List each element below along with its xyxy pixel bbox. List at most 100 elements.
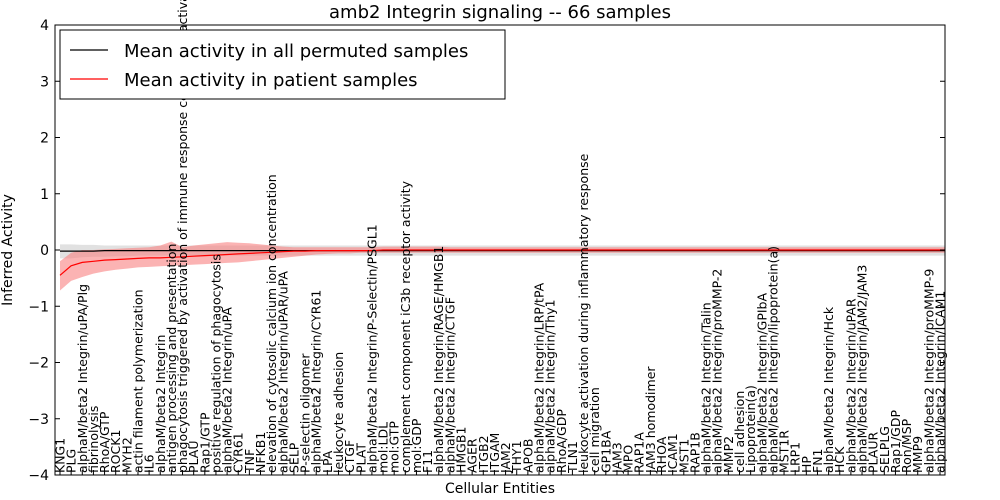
x-tick-label: HCK	[832, 446, 847, 473]
x-tick-label: RAP1A	[632, 432, 647, 473]
x-tick-label: ITGAM	[487, 433, 502, 473]
x-tick-label: alphaM/beta2 Integrin/Hck	[821, 306, 836, 473]
y-tick-label: −1	[28, 299, 49, 315]
x-tick-label: PLG	[64, 449, 79, 473]
y-axis-label: Inferred Activity	[0, 194, 16, 306]
y-tick-label: 1	[40, 187, 49, 203]
x-tick-label: alphaM/beta2 Integrin/P-Selectin/PSGL1	[364, 224, 379, 473]
x-tick-label: alphaM/beta2 Integrin/ICAM1	[933, 291, 948, 473]
x-tick-label: actin filament polymerization	[130, 289, 145, 473]
x-tick-label: SELP	[286, 442, 301, 473]
x-tick-label: THY1	[509, 440, 524, 474]
line-series-1	[59, 249, 945, 276]
x-tick-label: LRP1	[788, 442, 803, 473]
x-tick-label: MYH2	[119, 437, 134, 473]
x-tick-label: P-selectin oligomer	[298, 353, 313, 473]
y-tick-label: −3	[28, 412, 49, 428]
x-tick-label: HP	[799, 456, 814, 473]
x-tick-label: alphaM/beta2 Integrin/Thy1	[543, 299, 558, 473]
legend-label-permuted: Mean activity in all permuted samples	[124, 41, 468, 62]
x-tick-label: PLAT	[353, 443, 368, 473]
y-tick-label: −4	[28, 468, 49, 484]
x-tick-label: alphaM/beta2 Integrin	[153, 335, 168, 473]
band-series-1	[60, 241, 945, 291]
x-tick-label: HMGB1	[454, 427, 469, 473]
x-tick-label: RhoA/GDP	[554, 409, 569, 473]
x-tick-label: MMP2	[721, 436, 736, 473]
x-tick-label: PLAU	[186, 441, 201, 474]
x-tick-label: ICAM1	[665, 433, 680, 473]
x-tick-label: alphaM/beta2 Integrin/CTGF	[442, 297, 457, 473]
x-tick-label: mol:LDL	[376, 422, 391, 473]
x-tick-label: leukocyte adhesion	[331, 352, 346, 473]
x-tick-label: alphaM/beta2 Integrin/RAGE/HMGB1	[431, 246, 446, 473]
x-tick-label: Rap1/GDP	[888, 410, 903, 473]
x-tick-label: alphaM/beta2 Integrin/proMMP-9	[921, 269, 936, 473]
x-tick-label: CTGF	[342, 440, 357, 473]
y-tick-label: 2	[40, 131, 49, 147]
x-tick-label: alphaM/beta2 Integrin/JAM2/JAM3	[855, 265, 870, 473]
x-tick-label: MMP9	[910, 436, 925, 473]
chart-title: amb2 Integrin signaling -- 66 samples	[329, 2, 671, 23]
y-tick-label: −2	[28, 356, 49, 372]
x-tick-label: antigen processing and presentation	[164, 244, 179, 473]
x-tick-label: alphaM/beta2 Integrin/uPA	[220, 307, 235, 473]
x-tick-label: alphaM/beta2 Integrin/GPIbA	[754, 293, 769, 473]
x-tick-label: JAM3 homodimer	[643, 366, 658, 474]
x-tick-label: RHOA	[654, 436, 669, 473]
x-tick-label: alphaM/beta2 Integrin/lipoprotein(a)	[765, 246, 780, 473]
line-series-0	[60, 250, 945, 252]
x-tick-label: RAP1B	[687, 432, 702, 473]
confidence-bands	[60, 241, 945, 291]
y-axis-ticks: −4 −3 −2 −1 0 1 2 3 4	[28, 18, 945, 484]
x-tick-label: mol:GTP	[387, 421, 402, 473]
x-tick-label: Lipoprotein(a)	[743, 385, 758, 473]
x-tick-label: alphaM/beta2 Integrin/uPAR/uPA	[275, 271, 290, 473]
x-tick-label: ROCK1	[108, 430, 123, 473]
x-tick-label: MST1R	[777, 430, 792, 473]
x-tick-label: TNF	[242, 449, 257, 474]
y-tick-label: 3	[40, 74, 49, 90]
x-tick-label: NFKB1	[253, 432, 268, 473]
legend: Mean activity in all permuted samples Me…	[59, 29, 506, 100]
x-tick-label: MST1	[676, 439, 691, 473]
x-tick-label: F11	[420, 450, 435, 473]
legend-label-patient: Mean activity in patient samples	[124, 70, 418, 91]
x-tick-label: mol:GDP	[409, 418, 424, 473]
x-tick-label: alphaM/beta2 Integrin/LRP/tPA	[531, 282, 546, 473]
x-tick-label: ITGB2	[476, 435, 491, 473]
x-tick-label: APOB	[520, 438, 535, 473]
x-tick-label: complement component iC3b receptor activ…	[398, 180, 413, 473]
x-tick-label: LPA	[320, 450, 335, 473]
x-tick-label: SELPLG	[877, 426, 892, 473]
y-tick-label: 0	[40, 243, 49, 259]
x-tick-label: GP1BA	[598, 430, 613, 473]
x-tick-label: FN1	[810, 449, 825, 474]
x-tick-label: JAM3	[609, 442, 624, 474]
x-tick-label: alphaM/beta2 Integrin/proMMP-2	[710, 269, 725, 473]
x-tick-label: positive regulation of phagocytosis	[208, 254, 223, 473]
x-tick-label: TLN1	[565, 441, 580, 474]
x-tick-label: RhoA/GTP	[97, 411, 112, 473]
series-lines	[59, 249, 945, 276]
x-tick-label: alphaM/beta2 Integrin/uPAR	[843, 298, 858, 473]
x-tick-label: alphaM/beta2 Integrin/uPA/Plg	[75, 284, 90, 473]
x-tick-label: cell adhesion	[732, 391, 747, 473]
x-tick-label: leukocyte activation during inflammatory…	[576, 153, 591, 473]
x-tick-label: JAM2	[498, 442, 513, 474]
x-tick-label: AGER	[465, 438, 480, 473]
x-tick-label: CYR61	[231, 432, 246, 473]
x-tick-label: fibrinolysis	[86, 406, 101, 473]
x-tick-label: cell migration	[587, 387, 602, 473]
x-tick-label: PLAUR	[866, 432, 881, 473]
x-tick-label: phagocytosis triggered by activation of …	[175, 0, 190, 473]
x-tick-label: MPO	[621, 445, 636, 473]
legend-box	[59, 29, 506, 100]
x-axis-ticks	[59, 470, 941, 475]
x-tick-label: elevation of cytosolic calcium ion conce…	[264, 174, 279, 473]
x-tick-label: KNG1	[53, 438, 68, 473]
x-axis-label: Cellular Entities	[445, 481, 555, 497]
x-tick-label: alphaM/beta2 Integrin/CYR61	[309, 290, 324, 473]
